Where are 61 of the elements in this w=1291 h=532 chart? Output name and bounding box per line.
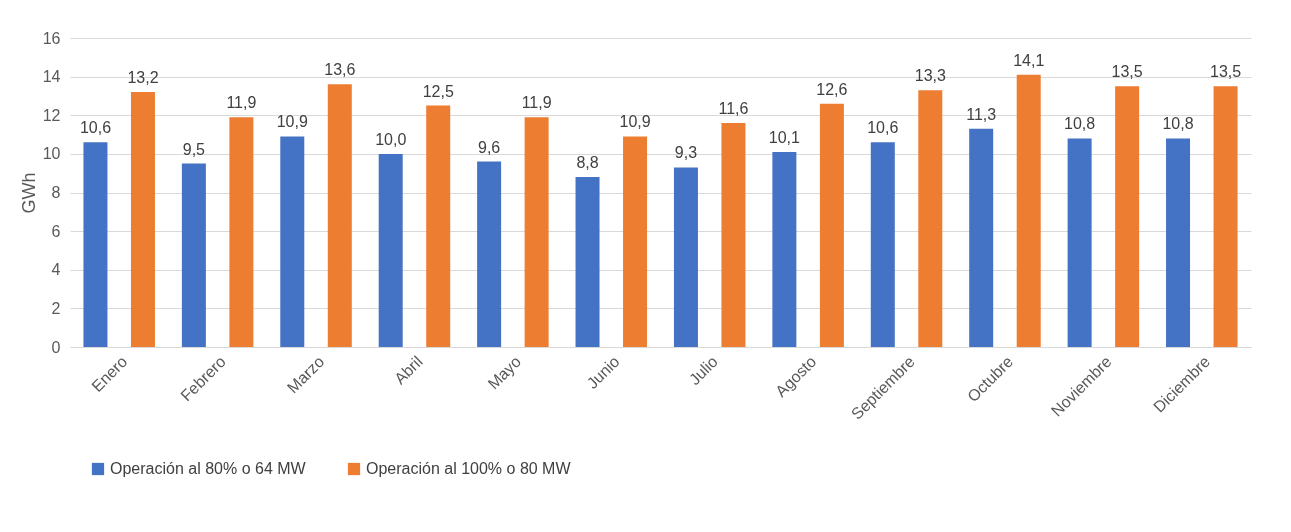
bar: [83, 142, 108, 347]
y-tick-label: 8: [51, 184, 61, 201]
data-label: 12,5: [422, 82, 454, 100]
y-tick-label: 0: [51, 338, 61, 356]
data-label: 13,2: [127, 69, 159, 87]
bar: [524, 117, 549, 347]
data-label: 13,5: [1111, 63, 1143, 81]
data-label: 9,5: [182, 140, 206, 158]
data-label: 8,8: [576, 154, 599, 172]
bar: [378, 153, 403, 347]
bar: [772, 151, 797, 347]
data-label: 10,6: [79, 119, 112, 137]
data-label: 13,5: [1209, 63, 1242, 81]
data-label: 13,3: [914, 67, 946, 85]
y-tick-label: 14: [42, 68, 61, 86]
bar: [575, 177, 600, 347]
bar: [229, 117, 254, 347]
bar: [280, 136, 305, 347]
y-tick-label: 6: [51, 222, 61, 240]
data-label: 11,9: [521, 94, 552, 112]
bar: [1213, 86, 1238, 347]
bar: [969, 128, 994, 347]
bar: [918, 90, 943, 347]
data-label: 10,8: [1064, 115, 1096, 133]
data-label: 11,6: [718, 99, 749, 117]
y-tick-label: 10: [42, 145, 61, 163]
data-label: 10,8: [1162, 115, 1194, 133]
data-label: 10,9: [276, 113, 308, 131]
legend-label: Operación al 80% o 64 MW: [110, 460, 307, 477]
data-label: 13,6: [324, 61, 356, 79]
bar: [870, 142, 895, 347]
y-tick-label: 16: [42, 29, 61, 47]
legend-label: Operación al 100% o 80 MW: [366, 460, 572, 477]
bar: [1016, 74, 1041, 347]
bar: [327, 84, 352, 347]
data-label: 10,0: [375, 130, 407, 148]
y-axis-title: GWh: [18, 172, 39, 214]
y-tick-label: 4: [51, 261, 61, 279]
bar: [721, 122, 746, 347]
data-label: 10,6: [867, 119, 899, 137]
data-label: 9,3: [674, 144, 698, 162]
data-label: 10,9: [619, 113, 651, 131]
bar: [130, 92, 155, 347]
data-label: 10,1: [768, 128, 801, 146]
bar: [426, 105, 451, 347]
data-label: 11,3: [966, 105, 997, 123]
bar: [1166, 138, 1191, 347]
x-tick-label: Julio: [685, 352, 722, 389]
bar: [477, 161, 502, 347]
bar: [623, 136, 648, 347]
data-label: 11,9: [226, 94, 257, 112]
bar: [673, 167, 698, 347]
bar: [819, 103, 844, 347]
bar: [1115, 86, 1140, 347]
y-tick-label: 2: [51, 299, 61, 317]
data-label: 9,6: [477, 138, 501, 156]
data-label: 14,1: [1013, 51, 1045, 69]
bar: [1067, 138, 1092, 347]
bar: [181, 163, 206, 347]
data-label: 12,6: [816, 80, 848, 98]
y-tick-label: 12: [42, 106, 61, 124]
